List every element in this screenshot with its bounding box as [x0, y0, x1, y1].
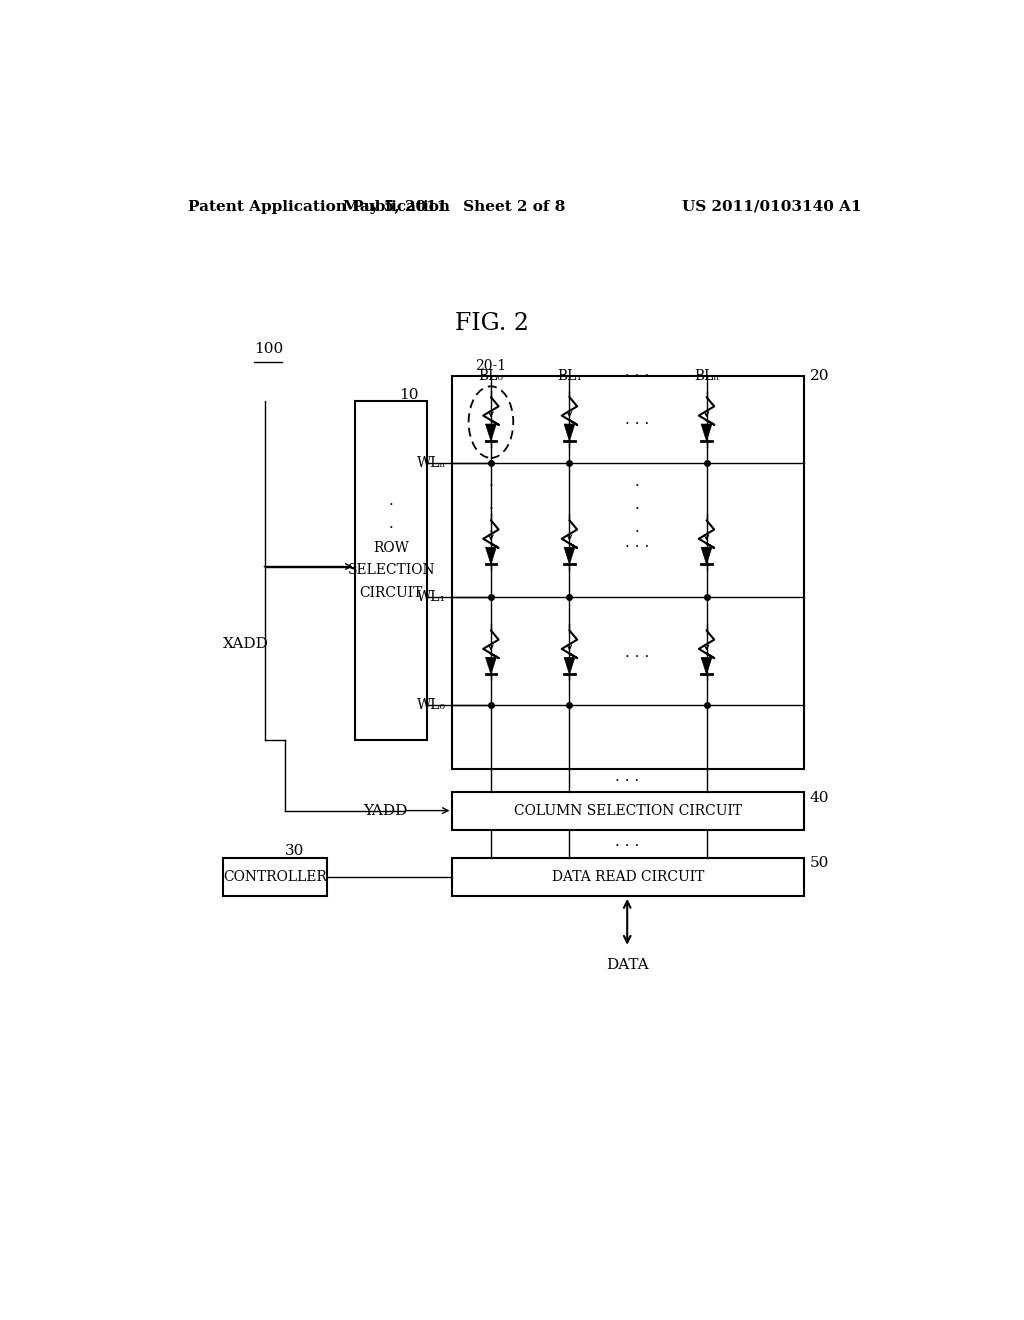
- Text: ·
·
·: · · ·: [635, 479, 640, 539]
- Polygon shape: [701, 657, 712, 675]
- Text: May 5, 2011   Sheet 2 of 8: May 5, 2011 Sheet 2 of 8: [343, 199, 565, 214]
- Text: 50: 50: [810, 855, 829, 870]
- Text: · · ·: · · ·: [625, 417, 649, 432]
- Text: · · ·: · · ·: [615, 774, 639, 788]
- Polygon shape: [564, 548, 574, 564]
- Text: XADD: XADD: [223, 636, 269, 651]
- Polygon shape: [564, 657, 574, 675]
- Text: WL₁: WL₁: [417, 590, 446, 605]
- Text: YADD: YADD: [364, 804, 408, 817]
- Text: US 2011/0103140 A1: US 2011/0103140 A1: [682, 199, 862, 214]
- Text: 30: 30: [285, 845, 304, 858]
- Text: BL₀: BL₀: [478, 370, 504, 383]
- Text: 20: 20: [810, 370, 829, 383]
- Text: · · ·: · · ·: [625, 540, 649, 554]
- Text: 100: 100: [254, 342, 283, 356]
- Text: Patent Application Publication: Patent Application Publication: [188, 199, 451, 214]
- Text: CONTROLLER: CONTROLLER: [223, 870, 327, 884]
- Text: 20-1: 20-1: [475, 359, 507, 374]
- Polygon shape: [485, 548, 497, 564]
- Polygon shape: [485, 424, 497, 441]
- Text: ·
·
·: · · ·: [388, 498, 393, 558]
- Bar: [223, 858, 327, 896]
- Text: FIG. 2: FIG. 2: [456, 313, 529, 335]
- Text: WL₀: WL₀: [417, 698, 446, 711]
- Text: BL₁: BL₁: [557, 370, 582, 383]
- Text: DATA: DATA: [606, 958, 648, 973]
- Bar: [453, 792, 804, 830]
- Text: DATA READ CIRCUIT: DATA READ CIRCUIT: [552, 870, 705, 884]
- Text: WLₙ: WLₙ: [417, 455, 446, 470]
- Polygon shape: [564, 424, 574, 441]
- Text: COLUMN SELECTION CIRCUIT: COLUMN SELECTION CIRCUIT: [514, 804, 742, 818]
- Text: · · ·: · · ·: [625, 651, 649, 664]
- Polygon shape: [485, 657, 497, 675]
- Text: 10: 10: [399, 388, 419, 401]
- Text: BLₙ: BLₙ: [694, 370, 719, 383]
- Text: ·
·
·: · · ·: [488, 479, 494, 539]
- Bar: [453, 858, 804, 896]
- Text: ROW
SELECTION
CIRCUIT: ROW SELECTION CIRCUIT: [347, 541, 435, 601]
- Text: 40: 40: [810, 791, 829, 804]
- Polygon shape: [701, 424, 712, 441]
- Text: · · ·: · · ·: [625, 370, 649, 383]
- Bar: [453, 376, 804, 770]
- Polygon shape: [701, 548, 712, 564]
- Bar: [355, 401, 427, 739]
- Text: · · ·: · · ·: [615, 840, 639, 853]
